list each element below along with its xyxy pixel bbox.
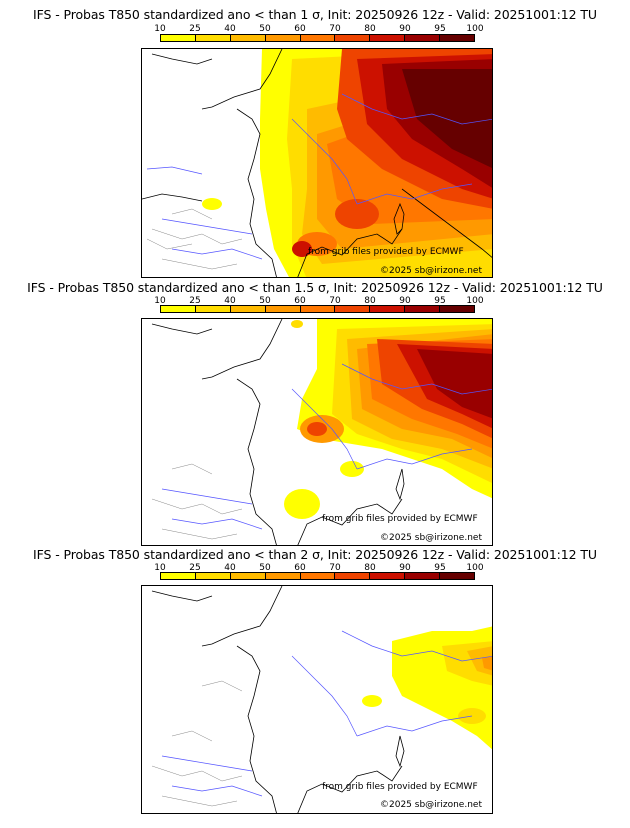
- tick-label: 95: [434, 24, 446, 34]
- tick-label: 100: [466, 563, 484, 573]
- tick-label: 80: [364, 296, 376, 306]
- probability-map: [141, 48, 493, 278]
- colorbar-swatch: [161, 35, 196, 41]
- tick-label: 25: [189, 563, 201, 573]
- admin-borders: [146, 208, 243, 270]
- tick-label: 70: [329, 24, 341, 34]
- colorbar-ticks: 10 25 40 50 60 70 80 90 95 100: [154, 296, 483, 306]
- tick-label: 80: [364, 563, 376, 573]
- coastlines: [151, 586, 405, 813]
- probability-map: [141, 318, 493, 546]
- colorbar-swatch: [405, 35, 441, 41]
- country-borders: [161, 363, 492, 530]
- tick-label: 25: [189, 24, 201, 34]
- colorbar-swatch: [265, 306, 301, 312]
- colorbar-swatch: [195, 35, 231, 41]
- colorbar-swatch: [230, 573, 266, 579]
- copyright-credit: ©2025 sb@irizone.net: [380, 800, 482, 810]
- probability-field: [284, 319, 492, 519]
- copyright-credit: ©2025 sb@irizone.net: [380, 533, 482, 543]
- colorbar-swatch: [335, 35, 371, 41]
- colorbar-swatch: [195, 573, 231, 579]
- tick-label: 40: [224, 296, 236, 306]
- colorbar: [160, 572, 475, 580]
- colorbar-swatch: [265, 35, 301, 41]
- map-title: IFS - Probas T850 standardized ano < tha…: [33, 7, 597, 22]
- colorbar-swatch: [405, 573, 441, 579]
- colorbar-swatch: [405, 306, 441, 312]
- map-canvas: [151, 319, 492, 545]
- colorbar-swatch: [300, 573, 336, 579]
- colorbar-swatch: [370, 573, 406, 579]
- country-borders: [161, 630, 492, 797]
- tick-label: 100: [466, 24, 484, 34]
- tick-label: 95: [434, 563, 446, 573]
- country-borders: [146, 93, 492, 260]
- colorbar-swatch: [335, 573, 371, 579]
- tick-label: 60: [294, 563, 306, 573]
- tick-label: 95: [434, 296, 446, 306]
- data-source-credit: from grib files provided by ECMWF: [308, 247, 464, 257]
- probability-field: [202, 49, 492, 277]
- data-source-credit: from grib files provided by ECMWF: [322, 782, 478, 792]
- colorbar: [160, 34, 475, 42]
- admin-borders: [151, 463, 243, 540]
- tick-label: 50: [259, 563, 271, 573]
- colorbar-swatch: [161, 306, 196, 312]
- tick-label: 90: [399, 563, 411, 573]
- tick-label: 50: [259, 296, 271, 306]
- tick-label: 10: [154, 296, 166, 306]
- tick-label: 10: [154, 563, 166, 573]
- colorbar-swatch: [440, 573, 475, 579]
- colorbar-ticks: 10 25 40 50 60 70 80 90 95 100: [154, 563, 483, 573]
- colorbar-ticks: 10 25 40 50 60 70 80 90 95 100: [154, 24, 483, 34]
- tick-label: 80: [364, 24, 376, 34]
- tick-label: 25: [189, 296, 201, 306]
- tick-label: 100: [466, 296, 484, 306]
- colorbar-swatch: [370, 306, 406, 312]
- colorbar: [160, 305, 475, 313]
- copyright-credit: ©2025 sb@irizone.net: [380, 266, 482, 276]
- probability-field: [362, 626, 492, 750]
- tick-label: 60: [294, 24, 306, 34]
- tick-label: 90: [399, 24, 411, 34]
- coastlines: [142, 49, 492, 277]
- data-source-credit: from grib files provided by ECMWF: [322, 514, 478, 524]
- colorbar-swatch: [370, 35, 406, 41]
- colorbar-swatch: [195, 306, 231, 312]
- colorbar-swatch: [161, 573, 196, 579]
- colorbar-swatch: [300, 35, 336, 41]
- colorbar-swatch: [230, 35, 266, 41]
- colorbar-swatch: [230, 306, 266, 312]
- map-canvas: [142, 49, 492, 277]
- coastlines: [151, 319, 405, 545]
- tick-label: 60: [294, 296, 306, 306]
- tick-label: 70: [329, 563, 341, 573]
- tick-label: 70: [329, 296, 341, 306]
- map-title: IFS - Probas T850 standardized ano < tha…: [27, 280, 603, 295]
- colorbar-swatch: [335, 306, 371, 312]
- map-canvas: [151, 586, 492, 813]
- probability-map: [141, 585, 493, 814]
- colorbar-swatch: [440, 35, 475, 41]
- colorbar-swatch: [265, 573, 301, 579]
- tick-label: 10: [154, 24, 166, 34]
- colorbar-swatch: [300, 306, 336, 312]
- tick-label: 50: [259, 24, 271, 34]
- admin-borders: [151, 680, 243, 807]
- tick-label: 90: [399, 296, 411, 306]
- tick-label: 40: [224, 563, 236, 573]
- map-title: IFS - Probas T850 standardized ano < tha…: [33, 547, 597, 562]
- colorbar-swatch: [440, 306, 475, 312]
- tick-label: 40: [224, 24, 236, 34]
